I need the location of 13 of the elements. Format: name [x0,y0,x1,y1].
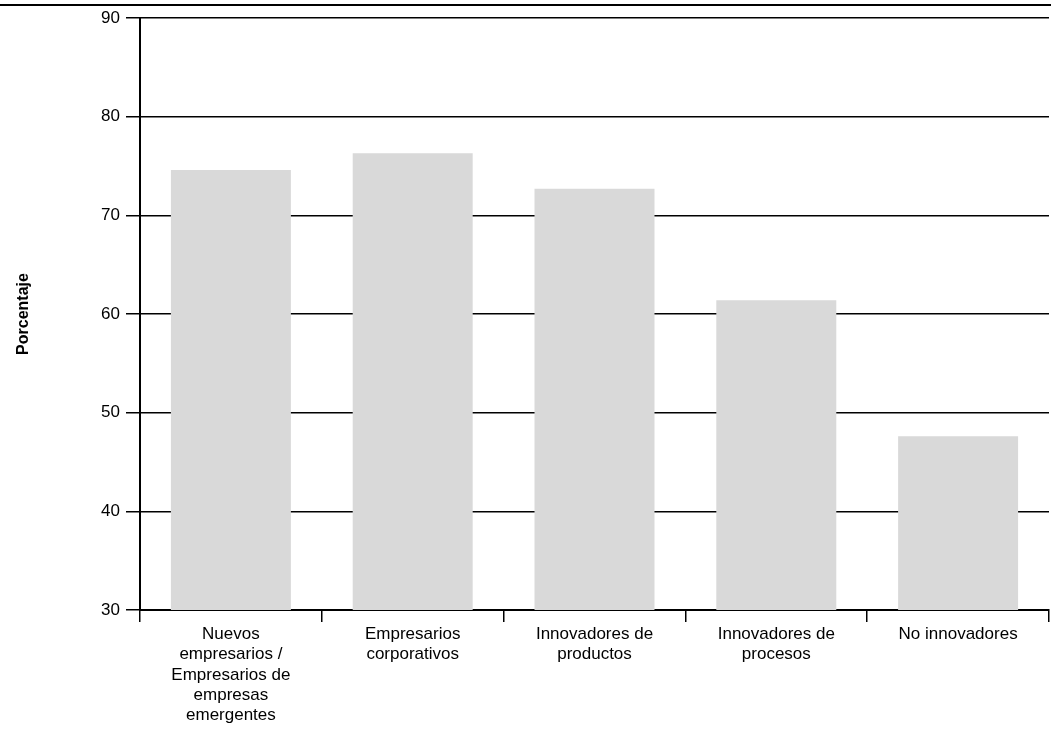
x-tick-label: No innovadores [898,623,1018,643]
x-tick-label: Nuevos empresarios / Empresarios de empresas emergentes [171,623,291,725]
y-tick-label: 40 [101,501,120,521]
x-tick-label: Empresarios corporativos [364,623,461,664]
x-tick-label: Innovadores de procesos [717,623,835,664]
y-tick-label: 90 [101,7,120,27]
y-tick-label: 60 [101,303,120,323]
y-tick-label: 30 [101,599,120,619]
y-tick-label: 80 [101,106,120,126]
y-axis-title: Porcentaje [14,272,32,355]
x-tick-label: Innovadores de productos [535,623,654,664]
y-tick-label: 70 [101,205,120,225]
y-tick-label: 50 [101,402,120,422]
